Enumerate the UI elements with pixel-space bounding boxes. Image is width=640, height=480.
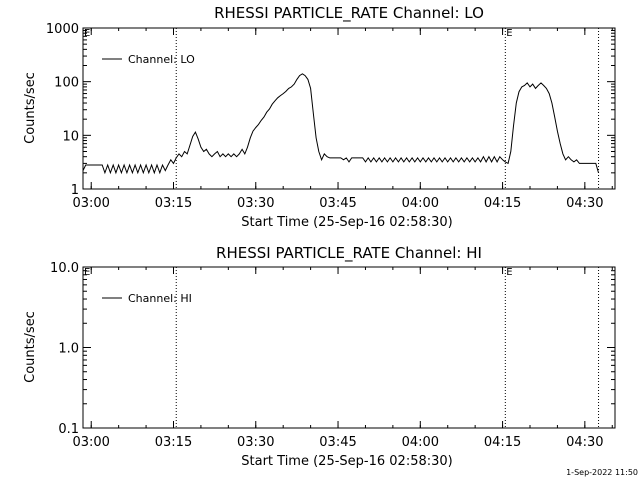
y-tick-label: 1000 (46, 22, 79, 37)
x-tick-label: 04:30 (566, 196, 603, 211)
x-tick-labels: 03:00 03:15 03:30 03:45 04:00 04:15 04:30 (72, 435, 603, 450)
y-axis-label: Counts/sec (23, 311, 38, 383)
marker-label: E (506, 267, 512, 278)
x-tick-label: 04:00 (402, 435, 439, 450)
x-tick-label: 04:15 (484, 196, 521, 211)
x-tick-label: 04:30 (566, 435, 603, 450)
x-tick-label: 03:45 (319, 196, 356, 211)
marker-label: E (506, 28, 512, 39)
y-tick-label: 0.1 (58, 422, 79, 437)
tick-marks (83, 266, 615, 429)
x-tick-label: 03:15 (155, 196, 192, 211)
y-tick-label: 10 (62, 129, 79, 144)
y-tick-label: 1 (71, 183, 79, 198)
timestamp-footer: 1-Sep-2022 11:50 (566, 468, 638, 477)
marker-lines: EE (84, 267, 600, 428)
y-axis-label: Counts/sec (23, 72, 38, 144)
y-tick-labels: 0.1 1.0 10.0 (50, 261, 79, 437)
y-tick-labels: 1 10 100 1000 (46, 22, 79, 198)
x-tick-label: 03:45 (319, 435, 356, 450)
x-tick-label: 04:00 (402, 196, 439, 211)
x-tick-label: 03:30 (237, 435, 274, 450)
chart-title: RHESSI PARTICLE_RATE Channel: HI (216, 244, 482, 263)
y-tick-label: 100 (54, 76, 79, 91)
legend: Channel: HI (102, 292, 192, 305)
legend-label: Channel: LO (128, 53, 195, 66)
x-axis-label: Start Time (25-Sep-16 02:58:30) (241, 215, 452, 230)
tick-marks (83, 27, 615, 190)
series-line (82, 73, 599, 175)
x-tick-label: 03:30 (237, 196, 274, 211)
x-axis-label: Start Time (25-Sep-16 02:58:30) (241, 454, 452, 469)
y-tick-label: 1.0 (58, 342, 79, 357)
x-tick-label: 04:15 (484, 435, 521, 450)
y-tick-label: 10.0 (50, 261, 79, 276)
x-tick-label: 03:15 (155, 435, 192, 450)
plot-frame (82, 27, 616, 190)
legend: Channel: LO (102, 53, 195, 66)
x-tick-label: 03:00 (72, 196, 109, 211)
series-layer (82, 73, 599, 175)
marker-lines: EE (84, 28, 600, 189)
marker-label: E (84, 28, 90, 39)
chart-title: RHESSI PARTICLE_RATE Channel: LO (214, 4, 484, 23)
x-tick-label: 03:00 (72, 435, 109, 450)
x-tick-labels: 03:00 03:15 03:30 03:45 04:00 04:15 04:30 (72, 196, 603, 211)
marker-label: E (84, 267, 90, 278)
legend-label: Channel: HI (128, 292, 192, 305)
panel-hi: RHESSI PARTICLE_RATE Channel: HI EE 03:0… (23, 244, 616, 469)
panel-lo: RHESSI PARTICLE_RATE Channel: LO EE 03:0… (23, 4, 616, 230)
